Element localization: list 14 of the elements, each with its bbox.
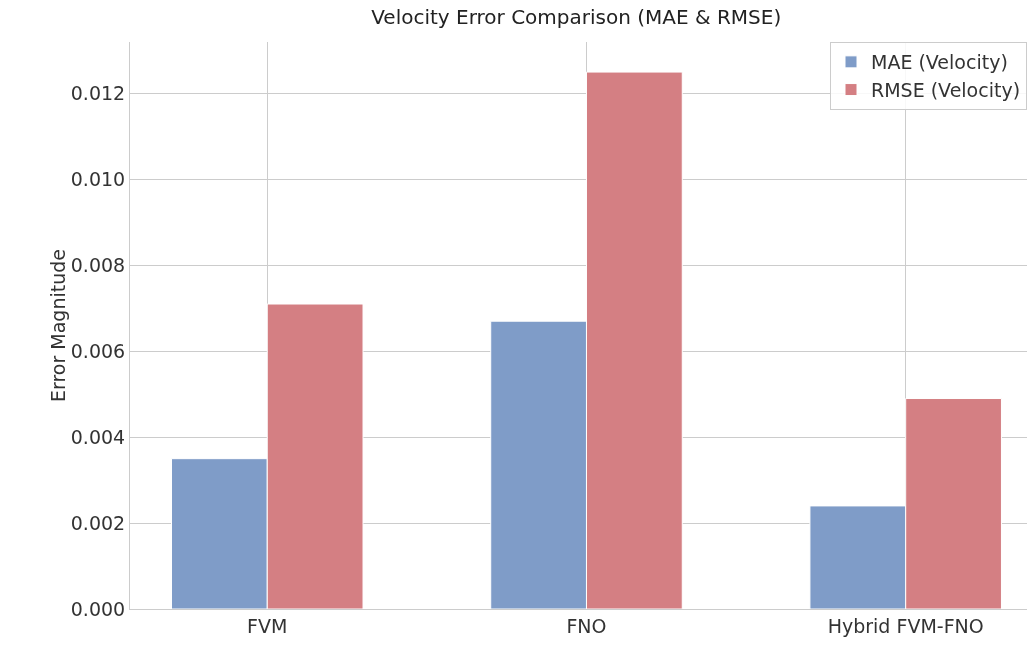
- y-tick-label: 0.000: [70, 597, 126, 620]
- legend-label: MAE (Velocity): [871, 51, 1008, 74]
- x-tick-label: FNO: [566, 614, 607, 637]
- y-tick-label: 0.010: [70, 168, 126, 191]
- y-tick-label: 0.006: [70, 339, 126, 362]
- y-tick-label: 0.004: [70, 425, 126, 448]
- y-tick-label: 0.008: [70, 254, 126, 277]
- x-tick-label: FVM: [247, 614, 288, 637]
- y-tick-label: 0.012: [70, 82, 126, 105]
- chart-title: Velocity Error Comparison (MAE & RMSE): [371, 4, 782, 29]
- legend-label: RMSE (Velocity): [871, 78, 1021, 101]
- y-tick-label: 0.002: [70, 511, 126, 534]
- x-tick-label: Hybrid FVM-FNO: [827, 614, 984, 637]
- y-axis-title: Error Magnitude: [46, 248, 69, 403]
